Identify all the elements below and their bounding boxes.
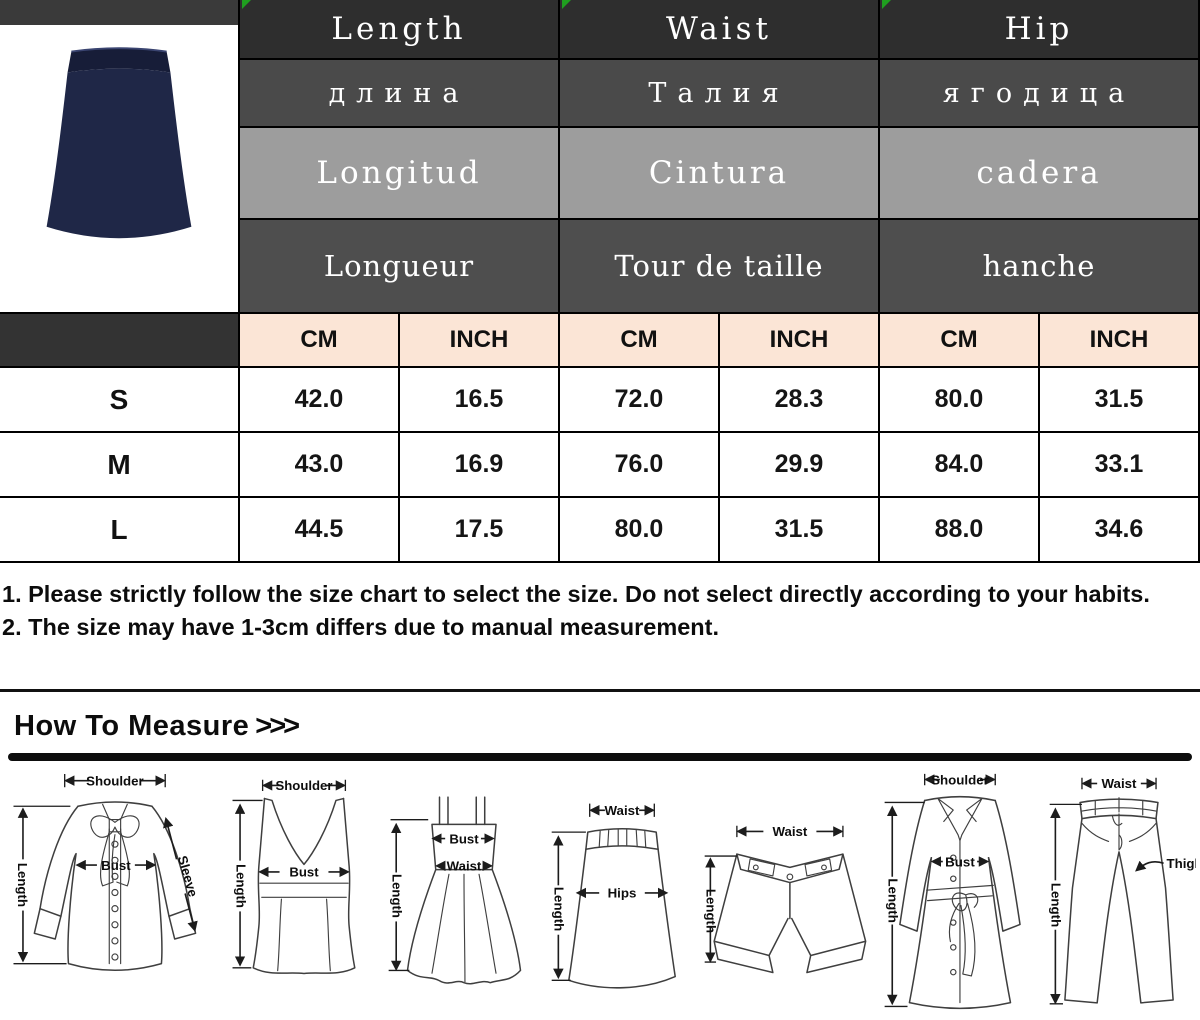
size-row-label: L [0,498,238,561]
table-value: 16.5 [400,368,558,431]
blouse-diagram: Shoulder Length Bust Sleeve [13,773,201,972]
table-value: 31.5 [1040,368,1198,431]
header-length-fr: Longueur [240,220,558,312]
waist-label: Waist [1101,776,1137,791]
table-value: 42.0 [240,368,398,431]
unit-cm: CM [880,314,1038,366]
header-hip-es: cadera [880,128,1198,218]
table-value: 80.0 [880,368,1038,431]
table-value: 84.0 [880,433,1038,496]
green-corner-marker [562,0,571,9]
bust-label: Bust [289,865,319,880]
unit-inch: INCH [720,314,878,366]
size-row-label: S [0,368,238,431]
header-hip: Hip [880,0,1198,58]
green-corner-marker [882,0,891,9]
table-value: 31.5 [720,498,878,561]
waist-label: Waist [772,824,807,839]
length-label: Length [886,878,901,922]
table-value: 34.6 [1040,498,1198,561]
unit-inch: INCH [1040,314,1198,366]
shoulder-label: Shoulder [931,772,989,787]
header-hip-ru: ягодица [880,60,1198,126]
tank-top-diagram: Shoulder Bust Length [232,778,356,975]
heading-text: How To Measure [14,710,250,742]
shorts-diagram: Waist Length [703,824,867,974]
length-label: Length [552,887,567,931]
measure-diagrams: Shoulder Length Bust Sleeve Shoulder [0,768,1200,1020]
chevrons-icon: >>> [255,710,300,742]
table-value: 76.0 [560,433,718,496]
size-chart-table: Length Waist Hip длина Талия ягодица Lon… [0,0,1200,563]
header-waist: Waist [560,0,878,58]
heading-underline [8,753,1192,761]
waist-label: Waist [604,803,640,818]
length-label: Length [390,874,405,918]
jeans-diagram: Waist Thigh Length [1049,776,1196,1005]
hips-label: Hips [608,886,637,901]
note-1: 1. Please strictly follow the size chart… [2,581,1150,607]
table-value: 33.1 [1040,433,1198,496]
note-2: 2. The size may have 1-3cm differs due t… [2,614,720,640]
table-value: 16.9 [400,433,558,496]
header-length-ru: длина [240,60,558,126]
bust-label: Bust [945,854,975,869]
thigh-label: Thigh [1166,856,1196,871]
how-to-measure-heading: How To Measure >>> [14,710,300,743]
waist-label: Waist [447,859,482,874]
header-waist-es: Cintura [560,128,878,218]
sleeve-label: Sleeve [175,854,201,899]
length-label: Length [15,863,30,907]
header-length-es: Longitud [240,128,558,218]
length-label: Length [1049,883,1064,927]
coat-diagram: Shoulder Bust Length [884,772,1022,1010]
unit-cm: CM [560,314,718,366]
bust-label: Bust [450,831,480,846]
table-value: 72.0 [560,368,718,431]
table-value: 29.9 [720,433,878,496]
unit-cm: CM [240,314,398,366]
length-label: Length [233,864,248,908]
skirt-image [46,47,192,239]
shoulder-label: Shoulder [86,773,144,788]
header-length: Length [240,0,558,58]
photo-top-strip [0,0,238,25]
header-waist-ru: Талия [560,60,878,126]
table-value: 80.0 [560,498,718,561]
table-value: 44.5 [240,498,398,561]
skirt-diagram: Waist Hips Length [552,803,676,989]
bust-label: Bust [101,858,131,873]
green-corner-marker [242,0,251,9]
product-photo [0,0,238,312]
table-value: 88.0 [880,498,1038,561]
length-label: Length [703,889,718,933]
table-value: 17.5 [400,498,558,561]
header-hip-fr: hanche [880,220,1198,312]
dress-diagram: Bust Waist Length [388,796,522,985]
table-value: 43.0 [240,433,398,496]
divider-line [0,689,1200,692]
table-corner-black [0,314,238,366]
size-notes: 1. Please strictly follow the size chart… [2,578,1196,644]
shoulder-label: Shoulder [275,778,332,793]
unit-inch: INCH [400,314,558,366]
header-waist-fr: Tour de taille [560,220,878,312]
table-value: 28.3 [720,368,878,431]
size-row-label: M [0,433,238,496]
